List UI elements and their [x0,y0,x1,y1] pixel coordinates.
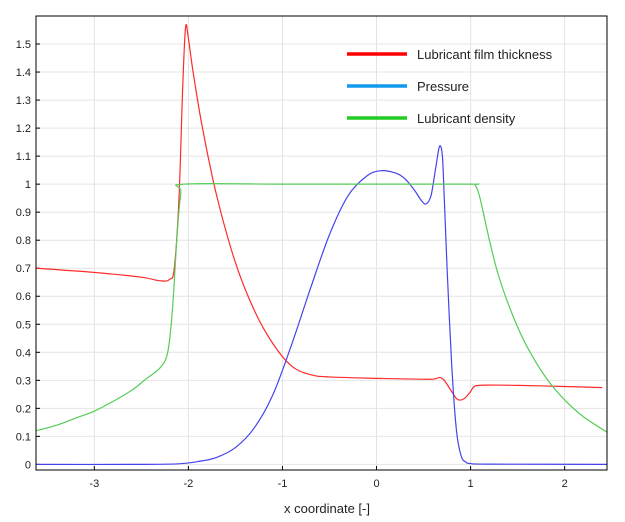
x-tick-label: -3 [89,478,99,490]
y-axis-ticks: 0 0.1 0.2 0.3 0.4 0.5 0.6 0.7 0.8 0.9 1 1.1 1.2 1.3 1.… [16,39,40,471]
series-line-pressure [35,145,608,466]
y-tick-label: 0.6 [16,291,31,303]
x-tick-label: 2 [562,478,568,490]
x-tick-label: 1 [468,478,474,490]
legend-label-lubricant-density: Lubricant density [417,111,516,126]
y-tick-label: 1.2 [16,123,31,135]
legend: Lubricant film thickness Pressure Lubrican… [347,47,553,126]
y-tick-label: 0.1 [16,431,31,443]
y-tick-label: 0.9 [16,207,31,219]
y-tick-label: 0 [25,459,31,471]
y-tick-label: 0.4 [16,347,31,359]
plot-frame [35,15,608,471]
series-lines [35,23,608,466]
x-axis-label: x coordinate [-] [284,501,370,516]
x-axis-ticks: -3 -2 -1 0 1 2 [89,466,568,490]
y-tick-label: 0.5 [16,319,31,331]
x-tick-label: -1 [278,478,288,490]
legend-label-lubricant-film-thickness: Lubricant film thickness [417,47,553,62]
y-tick-label: 1 [25,179,31,191]
y-tick-label: 1.4 [16,67,31,79]
y-tick-label: 0.3 [16,375,31,387]
series-line-lubricant-film-thickness [35,23,603,401]
y-tick-label: 1.3 [16,95,31,107]
y-tick-label: 1.1 [16,151,31,163]
x-tick-label: 0 [373,478,379,490]
y-tick-label: 0.7 [16,263,31,275]
y-tick-label: 0.2 [16,403,31,415]
legend-label-pressure: Pressure [417,79,469,94]
y-tick-label: 0.8 [16,235,31,247]
series-line-lubricant-density [35,182,608,433]
y-tick-label: 1.5 [16,39,31,51]
x-tick-label: -2 [184,478,194,490]
grid [36,16,607,470]
